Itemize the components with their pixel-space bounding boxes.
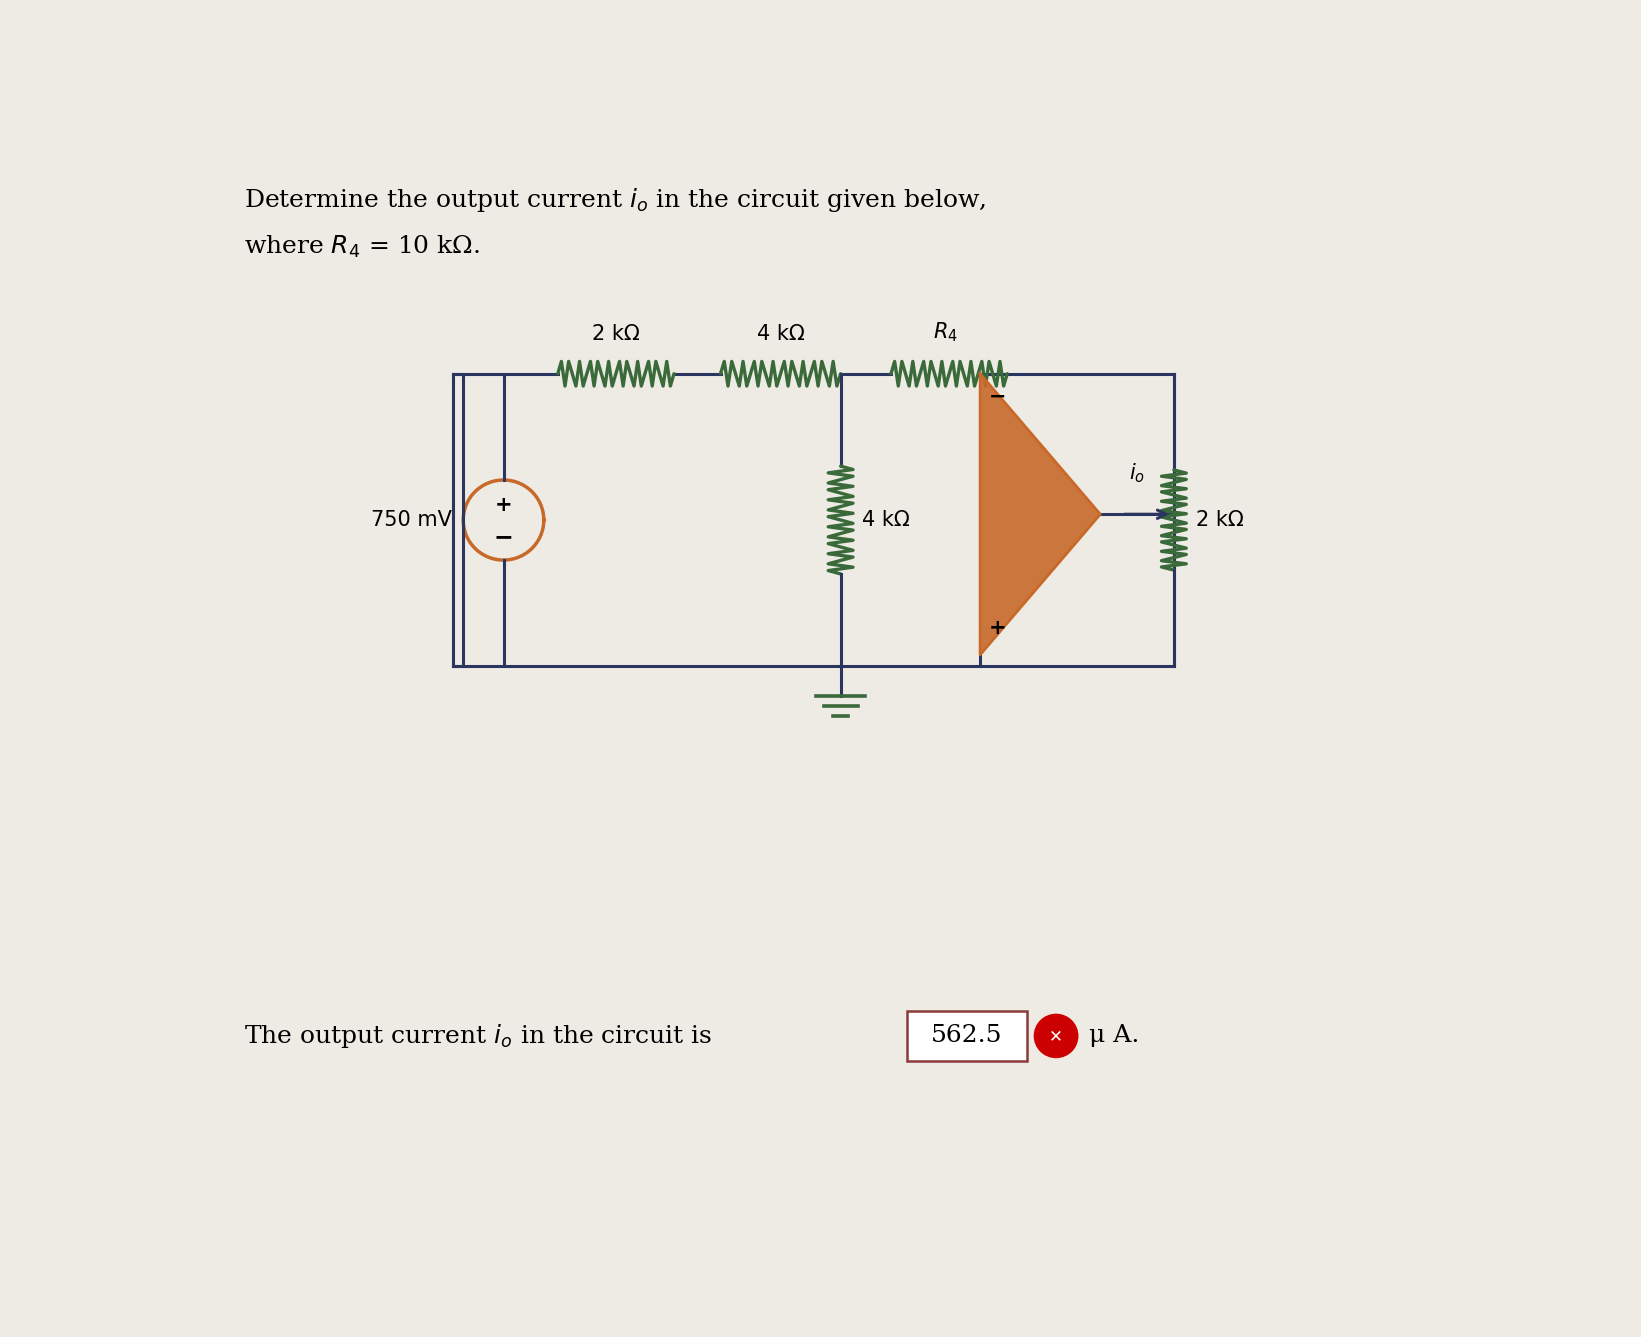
- Text: −: −: [988, 386, 1006, 406]
- FancyBboxPatch shape: [906, 1011, 1027, 1062]
- Text: $R_4$: $R_4$: [932, 321, 958, 345]
- Text: 2 kΩ: 2 kΩ: [592, 325, 640, 345]
- Text: Determine the output current $i_o$ in the circuit given below,: Determine the output current $i_o$ in th…: [245, 186, 986, 214]
- Text: 750 mV: 750 mV: [371, 509, 451, 529]
- Text: 2 kΩ: 2 kΩ: [1196, 509, 1244, 529]
- Text: 562.5: 562.5: [930, 1024, 1003, 1047]
- Text: ✕: ✕: [1049, 1027, 1063, 1046]
- Circle shape: [1034, 1015, 1078, 1058]
- Text: 4 kΩ: 4 kΩ: [757, 325, 804, 345]
- Text: −: −: [494, 525, 514, 550]
- Text: $i_o$: $i_o$: [1129, 461, 1145, 485]
- Text: The output current $i_o$ in the circuit is: The output current $i_o$ in the circuit …: [245, 1021, 714, 1050]
- Text: +: +: [494, 495, 512, 515]
- Text: 4 kΩ: 4 kΩ: [862, 509, 911, 529]
- Text: +: +: [988, 618, 1006, 638]
- Text: where $R_4$ = 10 kΩ.: where $R_4$ = 10 kΩ.: [245, 234, 481, 259]
- Polygon shape: [980, 374, 1099, 655]
- Text: μ A.: μ A.: [1088, 1024, 1139, 1047]
